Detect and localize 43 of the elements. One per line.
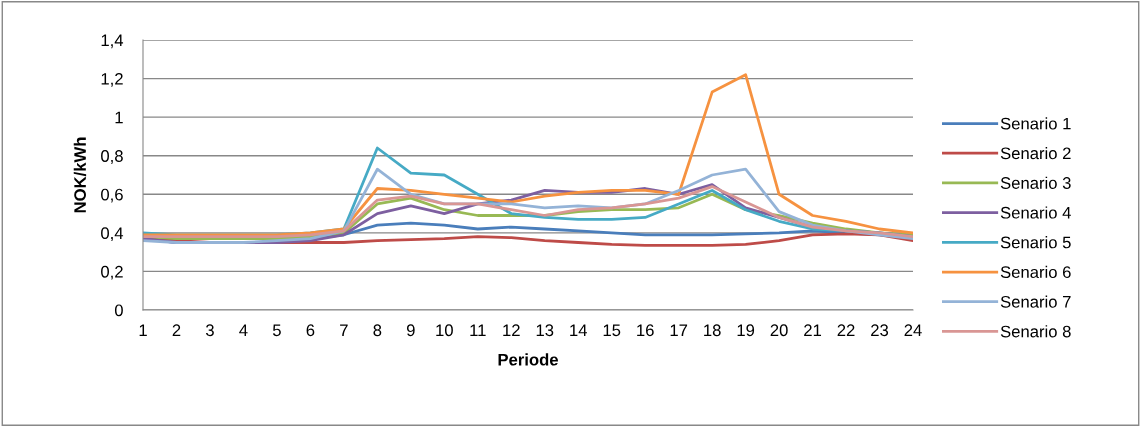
x-tick-label: 21	[804, 324, 822, 336]
legend-label: Senario 2	[1000, 146, 1071, 160]
x-tick-label: 16	[637, 324, 654, 337]
x-tick-label: 23	[871, 324, 889, 337]
x-tick-label: 9	[406, 324, 415, 337]
x-tick-label: 18	[704, 324, 721, 337]
y-tick-label: 0,8	[101, 150, 123, 164]
x-tick-label: 13	[536, 324, 554, 337]
y-tick-label: 1	[115, 111, 123, 124]
legend-label: Senario 7	[1000, 295, 1071, 308]
x-tick-label: 22	[837, 324, 855, 336]
y-tick-label: 1,4	[101, 34, 124, 49]
y-axis-title: NOK/kWh	[73, 137, 87, 213]
x-tick-label: 6	[306, 324, 315, 337]
x-tick-label: 14	[570, 324, 587, 336]
x-tick-label: 17	[670, 324, 688, 336]
x-tick-label: 20	[770, 324, 788, 337]
x-tick-label: 12	[503, 324, 520, 336]
legend-label: Senario 8	[1000, 325, 1071, 338]
legend-label: Senario 6	[1000, 265, 1071, 279]
x-tick-label: 19	[737, 324, 755, 337]
x-tick-label: 1	[139, 324, 147, 336]
y-tick-label: 0,6	[101, 188, 123, 203]
x-tick-label: 8	[373, 324, 382, 337]
x-tick-label: 2	[172, 324, 181, 336]
y-tick-label: 0	[114, 304, 123, 317]
legend-label: Senario 1	[1000, 117, 1071, 130]
legend-label: Senario 3	[1000, 176, 1071, 189]
x-tick-label: 15	[603, 324, 621, 337]
x-tick-label: 3	[205, 324, 214, 337]
y-tick-label: 1,2	[101, 72, 123, 87]
y-tick-label: 0,4	[101, 227, 124, 242]
x-tick-label: 10	[436, 324, 453, 337]
x-tick-label: 4	[239, 324, 248, 336]
legend-label: Senario 4	[1000, 206, 1071, 219]
x-tick-label: 7	[340, 324, 348, 336]
line-series	[143, 73, 913, 237]
x-tick-label: 5	[272, 324, 281, 337]
y-tick-label: 0,2	[101, 265, 123, 280]
x-tick-label: 11	[470, 324, 486, 336]
x-axis-title: Periode	[498, 353, 558, 366]
legend-label: Senario 5	[1000, 236, 1071, 249]
x-tick-label: 24	[904, 324, 922, 336]
